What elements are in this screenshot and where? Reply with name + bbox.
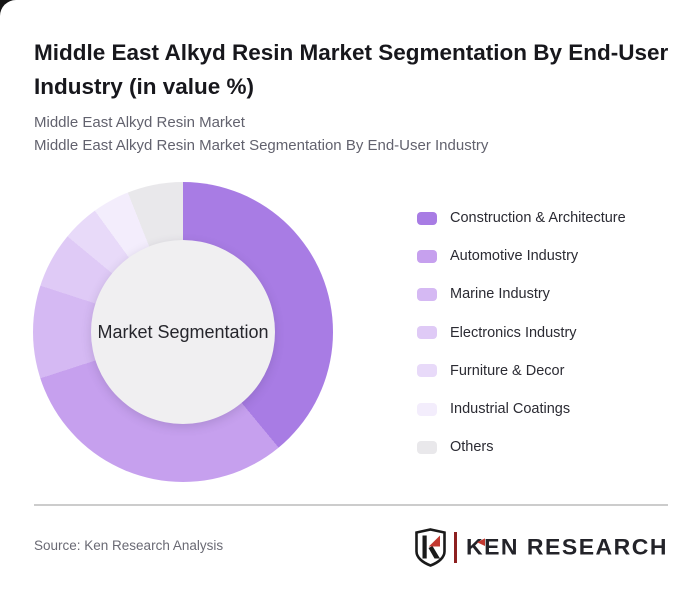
legend-item: Others (417, 428, 626, 466)
legend-swatch (417, 249, 437, 263)
legend-swatch (417, 326, 437, 340)
legend-label: Furniture & Decor (450, 362, 565, 379)
legend-label: Construction & Architecture (450, 210, 626, 227)
subtitle-block: Middle East Alkyd Resin Market Middle Ea… (34, 112, 488, 157)
donut-center-label: Market Segmentation (97, 321, 269, 342)
legend-swatch (417, 402, 437, 416)
logo-separator (453, 531, 457, 563)
legend-swatch (417, 211, 437, 225)
legend-item: Construction & Architecture (417, 199, 626, 237)
logo-rest: EN RESEARCH (484, 534, 668, 559)
donut-center: Market Segmentation (91, 240, 275, 424)
legend-item: Furniture & Decor (417, 352, 626, 390)
logo-k-letter: K (465, 534, 485, 559)
legend-label: Industrial Coatings (450, 401, 571, 418)
legend-swatch (417, 364, 437, 378)
legend-swatch (417, 440, 437, 454)
legend-item: Marine Industry (417, 275, 626, 313)
legend-item: Electronics Industry (417, 314, 626, 352)
legend-item: Automotive Industry (417, 237, 626, 275)
subtitle-line-2: Middle East Alkyd Resin Market Segmentat… (34, 136, 489, 154)
page-title: Middle East Alkyd Resin Market Segmentat… (34, 40, 669, 99)
legend-swatch (417, 287, 437, 301)
donut-chart: Market Segmentation (33, 182, 333, 482)
legend-label: Others (450, 439, 494, 456)
legend-label: Electronics Industry (450, 324, 577, 341)
footer-divider (34, 504, 668, 506)
ken-research-logo: KEN RESEARCH (414, 527, 668, 567)
chart-legend: Construction & Architecture Automotive I… (417, 199, 626, 466)
shield-k-icon (415, 527, 446, 567)
subtitle-line-1: Middle East Alkyd Resin Market (34, 114, 245, 131)
legend-label: Automotive Industry (450, 248, 579, 265)
legend-label: Marine Industry (450, 286, 550, 303)
logo-wordmark: KEN RESEARCH (466, 534, 668, 560)
source-note: Source: Ken Research Analysis (34, 538, 224, 553)
legend-item: Industrial Coatings (417, 390, 626, 428)
